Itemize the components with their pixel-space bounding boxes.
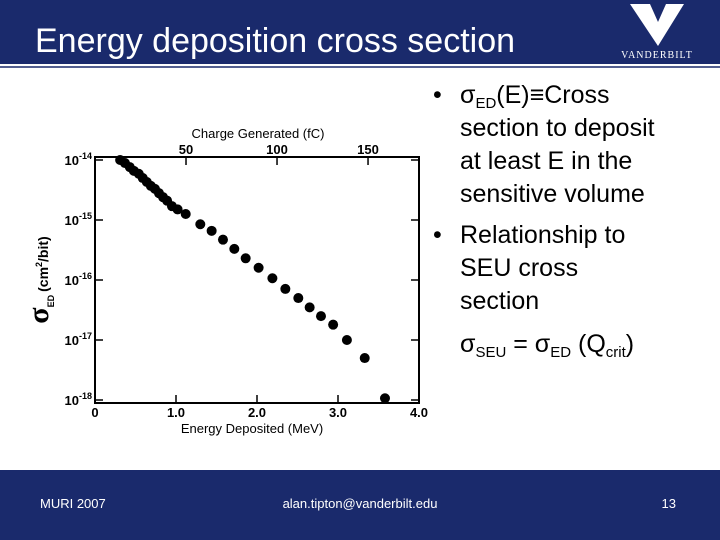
text: σ xyxy=(460,330,476,358)
header-band xyxy=(0,0,720,64)
point xyxy=(267,273,278,284)
subscript: crit xyxy=(606,344,627,361)
symbol: σ xyxy=(22,307,55,324)
y-tick-label: 10-16 xyxy=(65,271,92,288)
subscript: ED xyxy=(550,344,571,361)
logo-text: VANDERBILT xyxy=(621,50,693,61)
footer-right: 13 xyxy=(662,496,676,511)
x2-tick-label: 150 xyxy=(357,142,379,157)
bullets: • σED(E)≡Cross section to deposit at lea… xyxy=(433,81,655,361)
point xyxy=(240,253,251,264)
text: /bit) xyxy=(35,236,51,262)
point xyxy=(180,208,191,219)
text: ) xyxy=(626,330,634,358)
chart-title: Charge Generated (fC) xyxy=(192,126,325,141)
bullet-line: section xyxy=(460,287,539,315)
x-tick-label: 4.0 xyxy=(410,405,428,420)
bullet-line: SEU cross xyxy=(460,254,578,282)
point xyxy=(304,302,315,313)
point xyxy=(293,293,304,304)
x2-tick-label: 50 xyxy=(179,142,193,157)
text: (Q xyxy=(571,330,606,358)
bullet-line: section to deposit xyxy=(460,114,655,142)
point xyxy=(217,234,228,245)
point xyxy=(172,204,183,215)
subscript: ED xyxy=(475,95,496,112)
point xyxy=(341,335,352,345)
x-axis-label: Energy Deposited (MeV) xyxy=(181,421,323,436)
bullet-line: σED(E)≡Cross xyxy=(460,81,609,112)
chart: Charge Generated (fC) Energy Deposited (… xyxy=(22,126,428,436)
logo: VANDERBILT xyxy=(621,4,693,61)
text: = σ xyxy=(506,330,550,358)
point xyxy=(379,393,390,404)
bullet-line: σSEU = σED (Qcrit) xyxy=(460,330,634,361)
bullet-line: at least E in the xyxy=(460,147,632,175)
text: (cm xyxy=(35,267,51,292)
bullet-marker: • xyxy=(433,221,442,249)
x-tick-label: 3.0 xyxy=(329,405,347,420)
footer-band xyxy=(0,470,720,540)
y-tick-label: 10-17 xyxy=(65,331,92,348)
footer-left: MURI 2007 xyxy=(40,496,106,511)
point xyxy=(280,283,291,294)
point xyxy=(328,319,339,330)
logo-mark xyxy=(630,4,684,46)
point xyxy=(229,243,240,254)
point xyxy=(206,225,217,236)
point xyxy=(253,262,264,273)
y-tick-label: 10-14 xyxy=(65,151,92,168)
superscript: 2 xyxy=(34,262,44,267)
x2-tick-label: 100 xyxy=(266,142,288,157)
y-tick-label: 10-15 xyxy=(65,211,92,228)
text: σ xyxy=(460,81,476,109)
point xyxy=(315,311,326,322)
x-tick-label: 1.0 xyxy=(167,405,185,420)
x-tick-label: 0 xyxy=(91,405,98,420)
text: (E)≡Cross xyxy=(496,81,609,109)
subscript: ED xyxy=(46,294,56,307)
point xyxy=(195,219,206,230)
slide-title: Energy deposition cross section xyxy=(35,22,515,60)
bullet-line: Relationship to xyxy=(460,221,625,249)
x-tick-label: 2.0 xyxy=(248,405,266,420)
y-tick-label: 10-18 xyxy=(65,391,92,408)
point xyxy=(359,353,370,364)
subscript: SEU xyxy=(475,344,506,361)
footer-center: alan.tipton@vanderbilt.edu xyxy=(283,496,438,511)
bullet-line: sensitive volume xyxy=(460,180,645,208)
bullet-marker: • xyxy=(433,81,442,109)
y-axis-label: σED (cm2/bit) xyxy=(22,236,56,323)
